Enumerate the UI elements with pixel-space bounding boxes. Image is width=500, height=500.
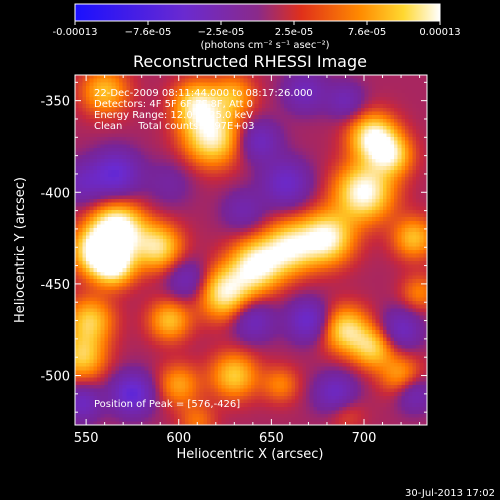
plot-frame — [74, 74, 428, 426]
peak-position-label: Position of Peak = [576,-426] — [94, 399, 240, 410]
y-tick-label: -500 — [40, 370, 70, 385]
colorbar-tick-label: 0.00013 — [419, 27, 460, 38]
colorbar: -0.00013 −7.6e-05 −2.5e-05 2.5e-05 7.6e-05 0.… — [53, 3, 461, 51]
footer-date: 30-Jul-2013 17:02 — [405, 488, 495, 499]
colorbar-gradient — [75, 4, 440, 21]
annotation-detectors: Detectors: 4F 5F 6F 7F 8F, Att 0 — [94, 99, 253, 110]
observation-annotations: 22-Dec-2009 08:11:44.000 to 08:17:26.000… — [94, 88, 313, 132]
x-tick-label: 550 — [74, 431, 99, 446]
annotation-time-range: 22-Dec-2009 08:11:44.000 to 08:17:26.000 — [94, 88, 313, 99]
x-tick-label: 700 — [352, 431, 377, 446]
x-tick-label: 650 — [259, 431, 284, 446]
y-axis-label: Heliocentric Y (arcsec) — [13, 177, 28, 323]
x-axis: 550 600 650 700 — [74, 75, 421, 446]
colorbar-tick-label: 7.6e-05 — [348, 27, 386, 38]
x-tick-label: 600 — [166, 431, 191, 446]
colorbar-tick-label: -0.00013 — [53, 27, 98, 38]
colorbar-tick-label: 2.5e-05 — [275, 27, 313, 38]
x-axis-label: Heliocentric X (arcsec) — [177, 447, 324, 462]
y-tick-label: -450 — [40, 278, 70, 293]
y-tick-label: -400 — [40, 186, 70, 201]
colorbar-ticks — [74, 21, 441, 25]
annotation-energy-range: Energy Range: 12.0 to 25.0 keV — [94, 110, 253, 121]
heatmap-canvas — [75, 75, 427, 425]
y-axis: -350 -400 -450 -500 — [40, 81, 427, 413]
annotation-clean-counts: Clean Total counts: 9.97E+03 — [94, 121, 254, 132]
colorbar-unit-label: (photons cm⁻² s⁻¹ asec⁻²) — [200, 40, 329, 51]
colorbar-frame — [74, 3, 441, 22]
chart-title: Reconstructed RHESSI Image — [133, 52, 367, 71]
heatmap — [74, 74, 428, 426]
colorbar-tick-labels: -0.00013 −7.6e-05 −2.5e-05 2.5e-05 7.6e-05 0.… — [53, 27, 461, 38]
colorbar-tick-label: −2.5e-05 — [198, 27, 245, 38]
colorbar-tick-label: −7.6e-05 — [125, 27, 172, 38]
y-tick-label: -350 — [40, 95, 70, 110]
